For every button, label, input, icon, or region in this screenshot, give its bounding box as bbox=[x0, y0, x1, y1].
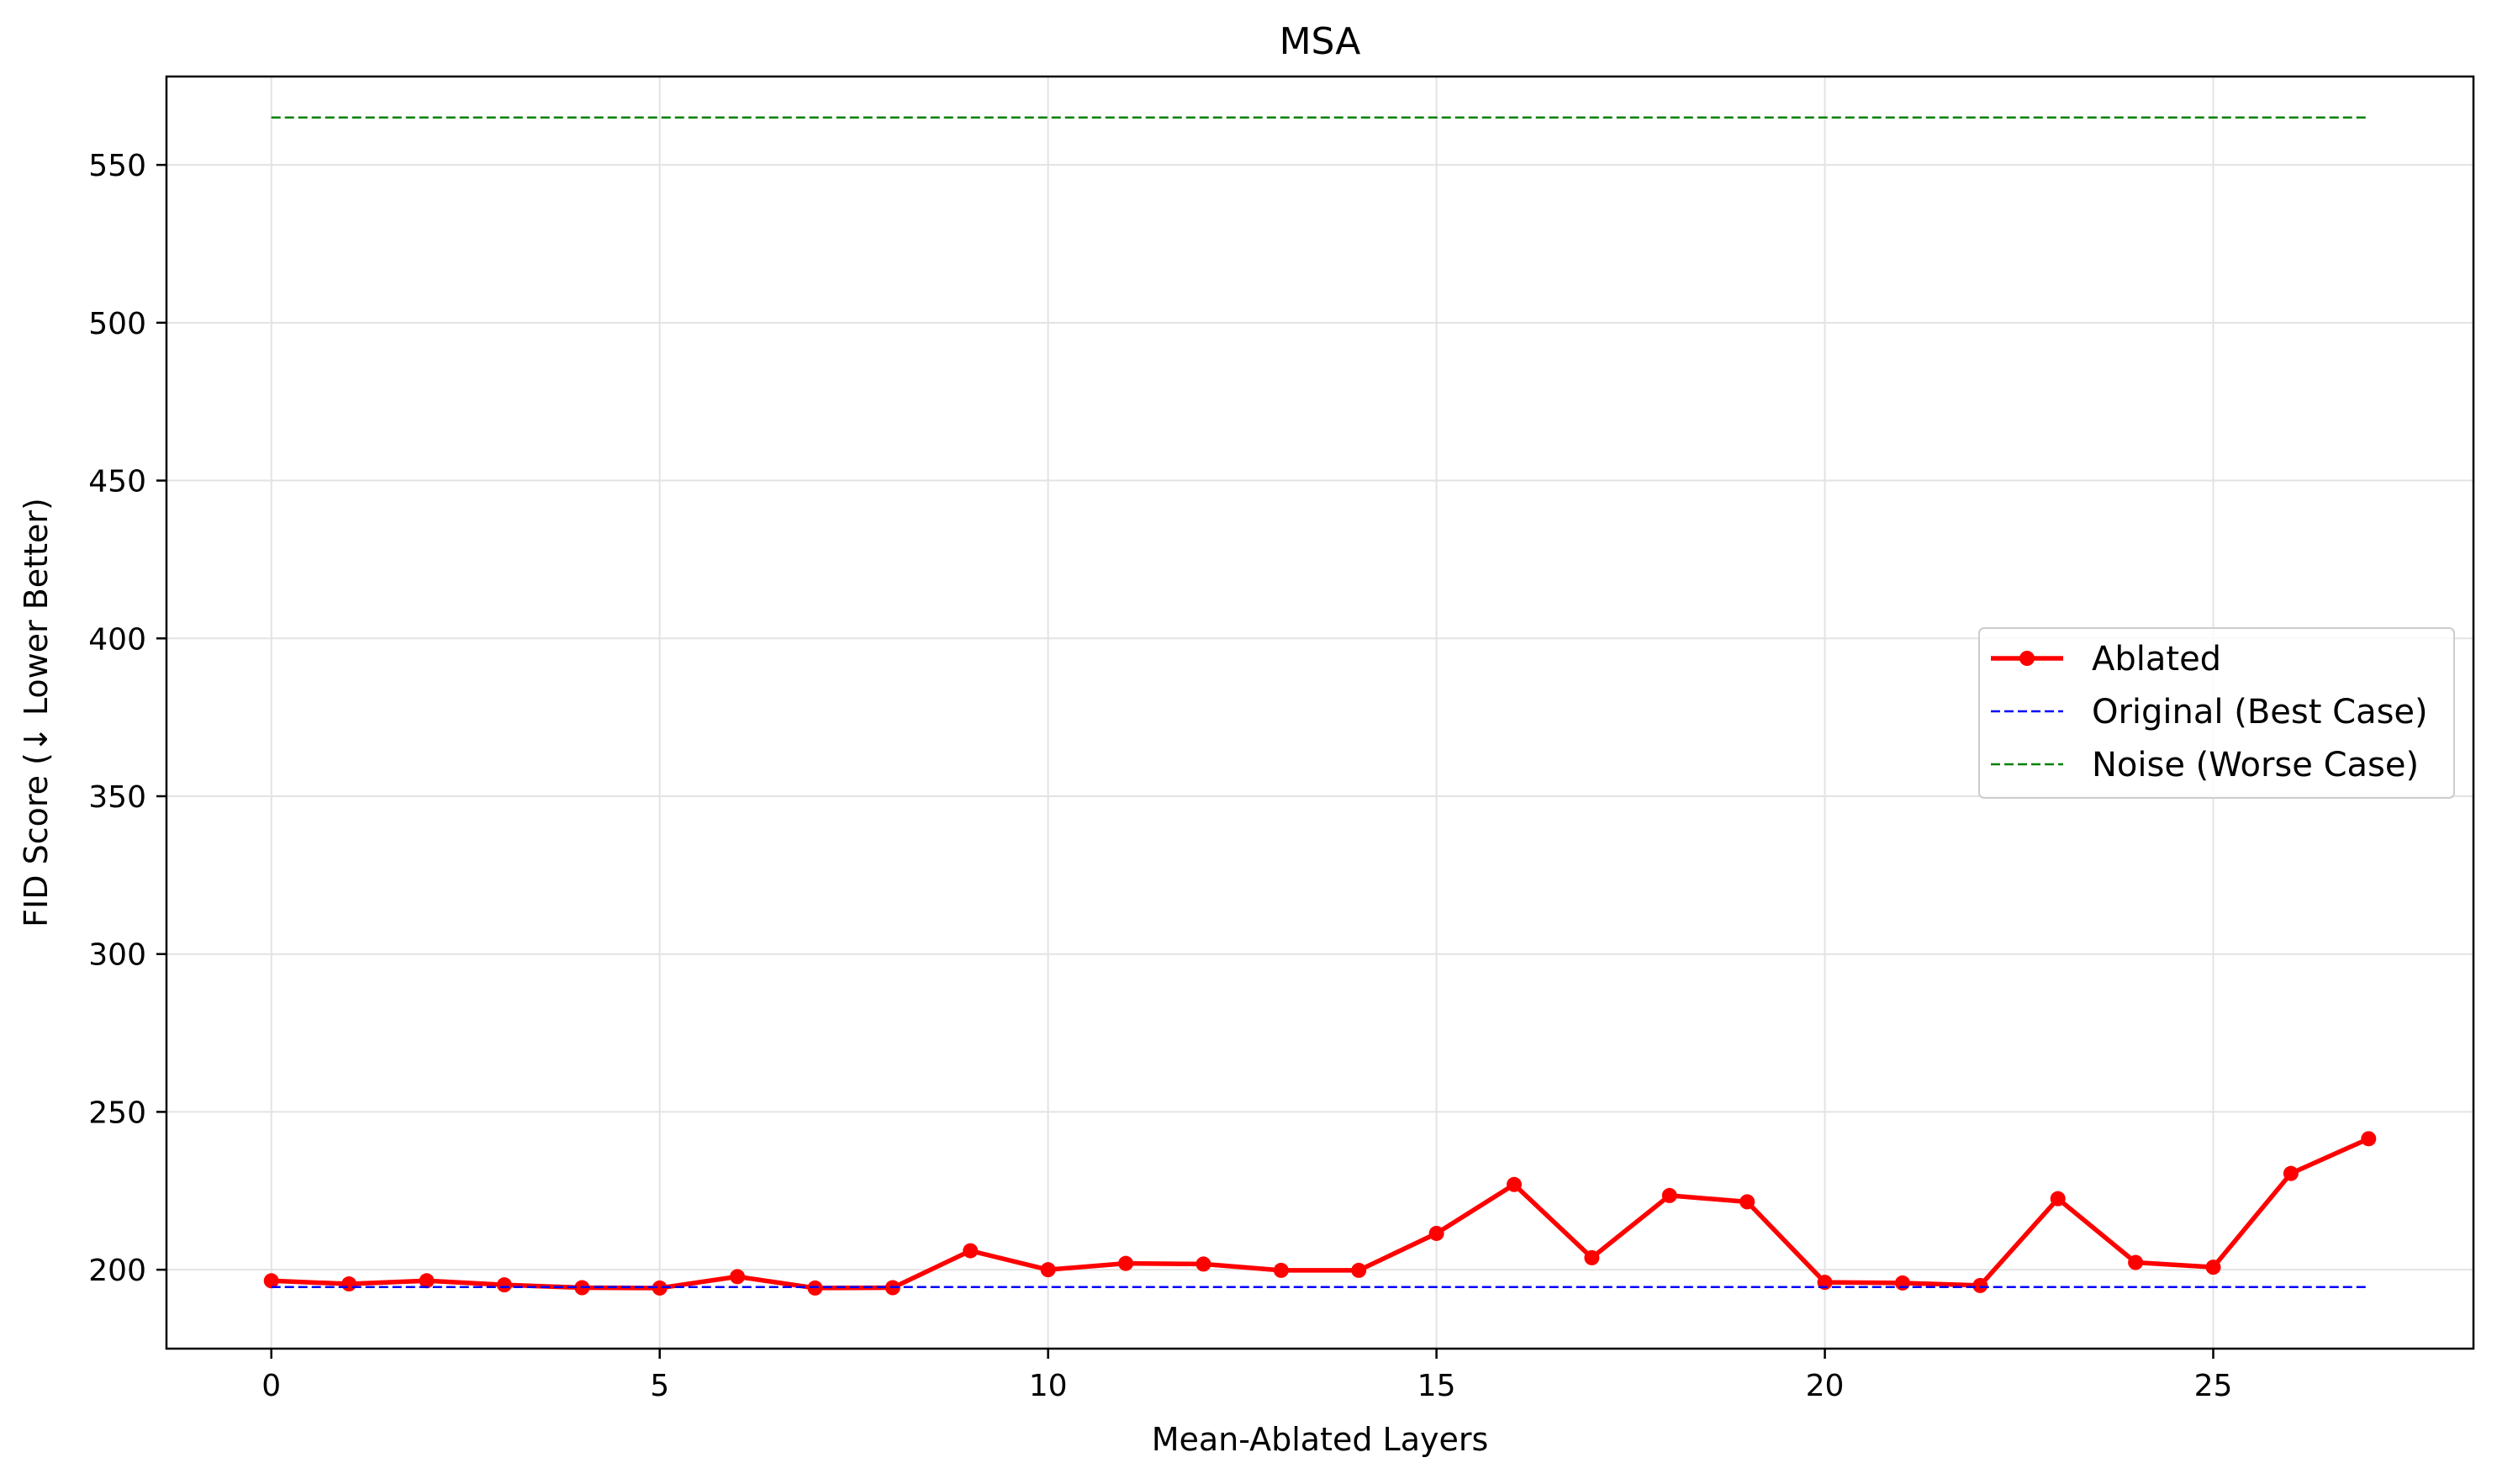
series-line-0 bbox=[268, 1136, 2372, 1291]
legend-marker bbox=[2019, 651, 2035, 666]
y-tick-label: 200 bbox=[88, 1254, 146, 1288]
data-point bbox=[730, 1269, 746, 1285]
data-point bbox=[1661, 1187, 1677, 1203]
data-point bbox=[1506, 1176, 1522, 1192]
data-point bbox=[496, 1277, 512, 1293]
data-point bbox=[1273, 1262, 1289, 1278]
data-point bbox=[341, 1276, 357, 1292]
data-point bbox=[1351, 1262, 1367, 1278]
y-tick-label: 500 bbox=[88, 307, 146, 341]
data-point bbox=[963, 1243, 979, 1259]
legend-label: Original (Best Case) bbox=[2092, 693, 2428, 731]
chart-title: MSA bbox=[1280, 20, 1361, 63]
x-axis-label: Mean-Ablated Layers bbox=[1152, 1421, 1489, 1458]
data-point bbox=[2128, 1254, 2144, 1270]
plot-frame bbox=[165, 75, 2475, 1350]
legend-box bbox=[1978, 627, 2455, 799]
legend-label: Noise (Worse Case) bbox=[2092, 746, 2419, 784]
y-tick-label: 250 bbox=[88, 1096, 146, 1130]
data-point bbox=[1894, 1275, 1910, 1291]
legend: Ablated Original (Best Case) Noise (Worse … bbox=[1978, 627, 2455, 799]
y-tick-label: 350 bbox=[88, 780, 146, 815]
x-tick-label: 5 bbox=[650, 1369, 669, 1403]
x-tick-label: 15 bbox=[1417, 1369, 1456, 1403]
data-point bbox=[1739, 1194, 1755, 1210]
data-point bbox=[419, 1273, 435, 1289]
data-point bbox=[1196, 1256, 1212, 1272]
y-tick-label: 450 bbox=[88, 465, 146, 499]
data-point bbox=[1972, 1277, 1988, 1293]
data-point bbox=[2205, 1260, 2221, 1275]
data-point bbox=[2050, 1191, 2066, 1207]
axis-ticks: 0 5 10 15 20 25 200 250 300 350 400 450 500 550 bbox=[88, 149, 2232, 1403]
x-tick-label: 0 bbox=[261, 1369, 281, 1403]
y-axis-label: FID Score (↓ Lower Better) bbox=[18, 498, 55, 927]
data-point bbox=[1584, 1249, 1600, 1265]
data-point bbox=[263, 1273, 279, 1289]
y-tick-label: 400 bbox=[88, 622, 146, 657]
data-point bbox=[1118, 1255, 1134, 1271]
data-point bbox=[1428, 1225, 1444, 1241]
series-layer bbox=[263, 116, 2377, 1296]
y-tick-label: 550 bbox=[88, 149, 146, 183]
data-point bbox=[2283, 1165, 2299, 1181]
x-tick-label: 25 bbox=[2194, 1369, 2233, 1403]
legend-label: Ablated bbox=[2092, 640, 2221, 679]
y-tick-label: 300 bbox=[88, 938, 146, 973]
data-point bbox=[2361, 1131, 2377, 1147]
x-tick-label: 10 bbox=[1029, 1369, 1068, 1403]
data-point bbox=[652, 1280, 668, 1296]
x-tick-label: 20 bbox=[1806, 1369, 1845, 1403]
data-point bbox=[1040, 1262, 1056, 1278]
